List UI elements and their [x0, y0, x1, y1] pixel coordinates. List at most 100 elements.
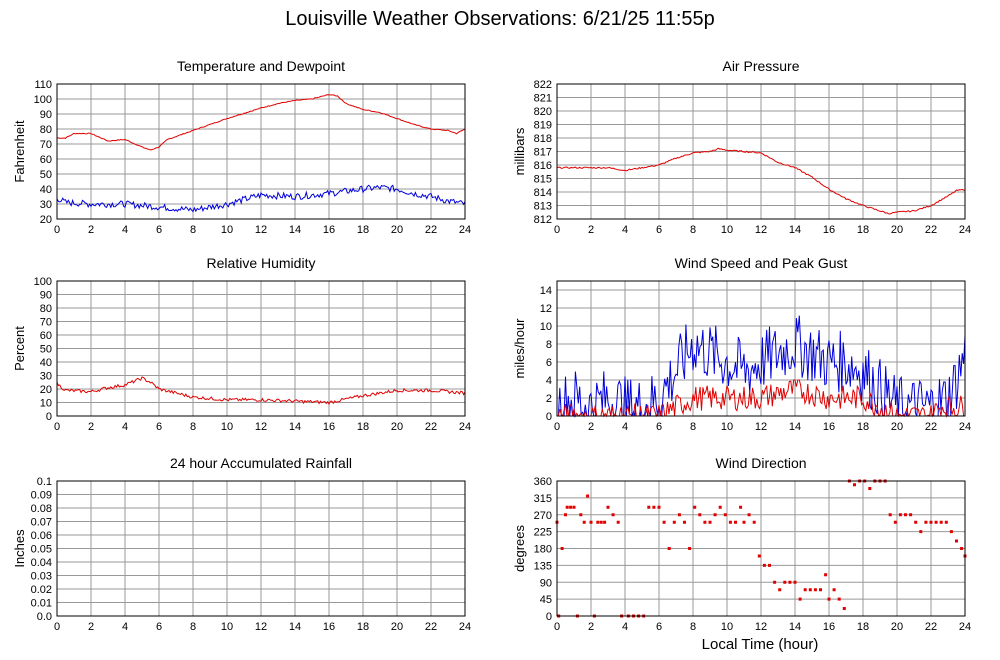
- y-tick-label: 110: [34, 79, 52, 91]
- scatter-point: [611, 513, 615, 517]
- scatter-point: [832, 588, 836, 592]
- scatter-point: [569, 505, 573, 509]
- plot-frame: [56, 83, 466, 220]
- x-tick-label: 10: [721, 621, 733, 633]
- scatter-point: [603, 520, 607, 524]
- x-tick-label: 0: [554, 421, 560, 433]
- x-tick-label: 6: [656, 421, 662, 433]
- x-tick-label: 16: [323, 421, 335, 433]
- y-tick-label: 80: [40, 303, 52, 315]
- x-tick-label: 14: [789, 621, 801, 633]
- x-tick-label: 6: [156, 224, 162, 236]
- x-tick-label: 8: [690, 621, 696, 633]
- x-tick-label: 2: [88, 621, 94, 633]
- x-tick-label: 10: [721, 421, 733, 433]
- scatter-point: [657, 505, 661, 509]
- y-tick-label: 818: [534, 133, 552, 145]
- chart-title: Wind Direction: [715, 455, 806, 471]
- scatter-point: [752, 520, 756, 524]
- x-tick-label: 8: [190, 224, 196, 236]
- y-tick-label: 40: [40, 184, 52, 196]
- y-tick-label: 14: [540, 285, 552, 297]
- scatter-point: [793, 580, 797, 584]
- scatter-point: [798, 597, 802, 601]
- scatter-point: [827, 597, 831, 601]
- scatter-point: [837, 597, 841, 601]
- scatter-point: [788, 580, 792, 584]
- x-tick-label: 8: [190, 421, 196, 433]
- x-tick-label: 4: [122, 621, 128, 633]
- y-tick-label: 0.02: [31, 584, 52, 596]
- scatter-point: [819, 588, 822, 592]
- scatter-point: [939, 520, 943, 524]
- x-tick-label: 8: [690, 421, 696, 433]
- plot-frame: [556, 83, 966, 220]
- scatter-point: [599, 520, 603, 524]
- scatter-point: [703, 520, 707, 524]
- scatter-point: [944, 520, 948, 524]
- page-title: Louisville Weather Observations: 6/21/25…: [285, 8, 715, 30]
- x-tick-label: 18: [857, 621, 869, 633]
- chart-title: Temperature and Dewpoint: [177, 58, 345, 74]
- x-tick-label: 14: [789, 224, 801, 236]
- y-tick-label: 20: [40, 384, 52, 396]
- x-tick-label: 6: [656, 224, 662, 236]
- scatter-point: [596, 520, 600, 524]
- y-tick-label: 70: [40, 139, 52, 151]
- x-tick-label: 24: [959, 224, 971, 236]
- y-tick-label: 100: [34, 276, 52, 288]
- scatter-point: [747, 513, 751, 517]
- x-tick-label: 24: [459, 621, 471, 633]
- scatter-point: [582, 520, 586, 524]
- scatter-point: [572, 505, 576, 509]
- y-tick-label: 813: [534, 201, 552, 213]
- scatter-point: [662, 520, 666, 524]
- scatter-point: [868, 487, 872, 490]
- x-tick-label: 16: [823, 621, 835, 633]
- y-tick-label: 20: [40, 214, 52, 226]
- x-tick-label: 2: [88, 224, 94, 236]
- scatter-point: [813, 588, 817, 592]
- y-axis-label: miles/hour: [512, 318, 527, 379]
- x-tick-label: 24: [459, 421, 471, 433]
- y-tick-label: 70: [40, 317, 52, 329]
- y-tick-label: 0.06: [31, 530, 52, 542]
- y-tick-label: 2: [546, 393, 552, 405]
- y-tick-label: 812: [534, 214, 552, 226]
- scatter-point: [762, 563, 766, 567]
- scatter-point: [652, 505, 656, 509]
- x-tick-label: 12: [755, 621, 767, 633]
- x-tick-label: 12: [255, 421, 267, 433]
- scatter-point: [929, 520, 933, 524]
- x-tick-label: 10: [221, 224, 233, 236]
- scatter-point: [739, 505, 743, 509]
- scatter-point: [616, 520, 620, 524]
- scatter-point: [778, 588, 782, 592]
- chart-title: Wind Speed and Peak Gust: [675, 255, 848, 271]
- y-tick-label: 0.05: [31, 544, 52, 556]
- chart-title: 24 hour Accumulated Rainfall: [170, 455, 352, 471]
- y-tick-label: 0.01: [31, 598, 52, 610]
- scatter-point: [586, 494, 590, 498]
- scatter-point: [934, 520, 938, 524]
- x-tick-label: 0: [554, 224, 560, 236]
- scatter-point: [565, 505, 569, 509]
- y-tick-label: 0.0: [37, 611, 52, 623]
- x-tick-label: 20: [891, 224, 903, 236]
- y-tick-label: 0.1: [37, 476, 52, 488]
- chart-title: Air Pressure: [722, 58, 799, 74]
- scatter-point: [803, 588, 807, 592]
- scatter-point: [693, 505, 697, 509]
- x-tick-label: 20: [391, 224, 403, 236]
- y-tick-label: 50: [40, 169, 52, 181]
- x-tick-label: 0: [54, 621, 60, 633]
- y-tick-label: 45: [540, 594, 552, 606]
- scatter-point: [723, 513, 727, 517]
- x-tick-label: 16: [823, 224, 835, 236]
- x-tick-label: 2: [588, 421, 594, 433]
- series-line: [56, 376, 466, 406]
